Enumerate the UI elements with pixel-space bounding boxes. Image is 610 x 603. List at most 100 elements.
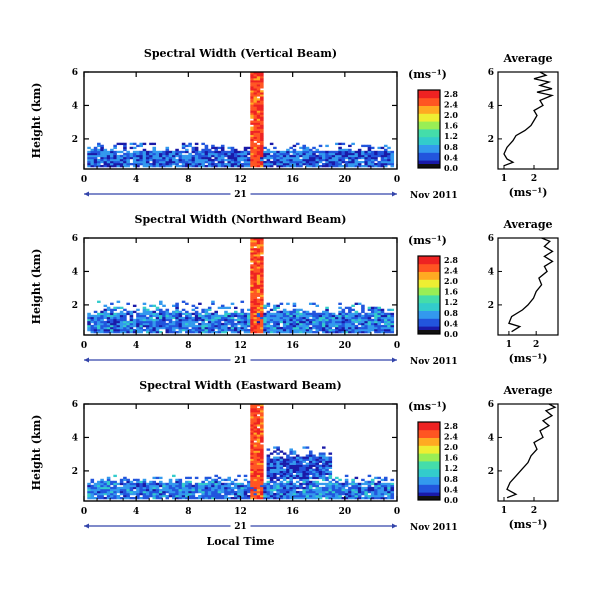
heatmap-cell xyxy=(247,156,251,160)
heatmap-cell xyxy=(227,164,232,168)
heatmap-cell xyxy=(152,490,157,494)
colorbar-segment xyxy=(418,107,440,110)
heatmap-cell xyxy=(149,320,153,324)
heatmap-cell xyxy=(344,314,349,318)
heatmap-cell xyxy=(256,456,261,459)
heatmap-cell xyxy=(250,328,254,332)
heatmap-cell xyxy=(116,162,121,166)
heatmap-cell xyxy=(357,164,362,168)
heatmap-cell xyxy=(136,316,140,320)
colorbar-segment xyxy=(418,113,440,116)
heatmap-cell xyxy=(357,316,362,320)
heatmap-cell xyxy=(325,496,329,500)
heatmap-cell xyxy=(289,458,293,461)
heatmap-cell xyxy=(211,496,215,500)
heatmap-cell xyxy=(178,316,183,320)
heatmap-cell xyxy=(302,492,307,496)
heatmap-cell xyxy=(253,262,258,265)
heatmap-cell xyxy=(224,328,228,332)
heatmap-cell xyxy=(374,154,378,158)
heatmap-cell xyxy=(256,316,261,320)
heatmap-cell xyxy=(237,322,241,326)
heatmap-cell xyxy=(266,476,271,480)
heatmap-cell xyxy=(233,314,238,318)
heatmap-cell xyxy=(351,158,355,162)
heatmap-cell xyxy=(318,152,323,156)
heatmap-cell xyxy=(286,328,290,332)
heatmap-cell xyxy=(142,486,147,490)
panel-1: Spectral Width (Northward Beam)Height (k… xyxy=(30,213,559,367)
heatmap-cell xyxy=(123,316,127,320)
heatmap-cell xyxy=(201,318,205,322)
heatmap-cell xyxy=(302,488,307,492)
heatmap-cell xyxy=(256,494,261,498)
heatmap-cell xyxy=(113,316,117,320)
heatmap-cell xyxy=(335,322,339,326)
heatmap-cell xyxy=(269,164,274,168)
heatmap-cell xyxy=(260,92,264,95)
heatmap-cell xyxy=(361,318,365,322)
heatmap-cell xyxy=(315,460,320,463)
heatmap-cell xyxy=(136,328,140,332)
colorbar-segment xyxy=(418,490,440,493)
avg-x-tick-label: 2 xyxy=(531,174,537,184)
heatmap-cell xyxy=(119,322,124,326)
heatmap-cell xyxy=(155,496,160,500)
heatmap-cell xyxy=(315,468,320,471)
day-arrow-right xyxy=(392,523,397,529)
heatmap-cell xyxy=(181,312,186,316)
heatmap-cell xyxy=(185,162,189,166)
heatmap-cell xyxy=(198,324,202,328)
heatmap-cell xyxy=(175,484,179,488)
heatmap-cell xyxy=(299,160,303,164)
heatmap-cell xyxy=(119,312,124,316)
heatmap-cell xyxy=(217,314,222,318)
heatmap-cell xyxy=(263,150,267,154)
heatmap-cell xyxy=(116,160,121,164)
heatmap-cell xyxy=(178,314,183,318)
heatmap-cell xyxy=(90,164,95,168)
heatmap-cell xyxy=(276,164,280,168)
heatmap-cell xyxy=(214,146,218,150)
heatmap-cell xyxy=(253,458,258,461)
heatmap-cell xyxy=(113,480,117,484)
heatmap-cell xyxy=(295,464,300,467)
heatmap-cell xyxy=(207,306,212,310)
heatmap-cell xyxy=(178,494,183,498)
heatmap-cell xyxy=(253,82,258,85)
heatmap-cell xyxy=(351,484,355,488)
heatmap-cell xyxy=(256,144,261,148)
heatmap-cell xyxy=(348,312,352,316)
heatmap-cell xyxy=(119,156,124,160)
heatmap-cell xyxy=(165,158,170,162)
day-label: 21 xyxy=(234,522,247,532)
heatmap-cell xyxy=(97,330,101,334)
heatmap-cell xyxy=(341,160,346,164)
heatmap-cell xyxy=(295,318,300,322)
heatmap-cell xyxy=(292,450,297,453)
heatmap-cell xyxy=(292,470,297,474)
heatmap-cell xyxy=(158,492,163,496)
colorbar-tick-label: 1.6 xyxy=(444,453,458,463)
heatmap-cell xyxy=(214,488,218,492)
heatmap-cell xyxy=(250,82,254,85)
heatmap-cell xyxy=(191,164,196,168)
heatmap-cell xyxy=(282,492,287,496)
heatmap-cell xyxy=(308,320,313,324)
heatmap-cell xyxy=(286,456,290,459)
heatmap-cell xyxy=(149,324,153,328)
heatmap-cell xyxy=(341,496,346,500)
heatmap-cell xyxy=(204,486,209,490)
heatmap-cell xyxy=(123,312,127,316)
heatmap-cell xyxy=(302,460,307,463)
heatmap-cell xyxy=(211,300,215,303)
heatmap-cell xyxy=(312,318,316,322)
heatmap-cell xyxy=(136,482,140,486)
heatmap-cell xyxy=(344,150,349,154)
date-label: Nov 2011 xyxy=(410,523,458,533)
heatmap-cell xyxy=(286,464,290,467)
heatmap-cell xyxy=(123,488,127,492)
heatmap-cell xyxy=(247,496,251,500)
heatmap-cell xyxy=(269,154,274,158)
